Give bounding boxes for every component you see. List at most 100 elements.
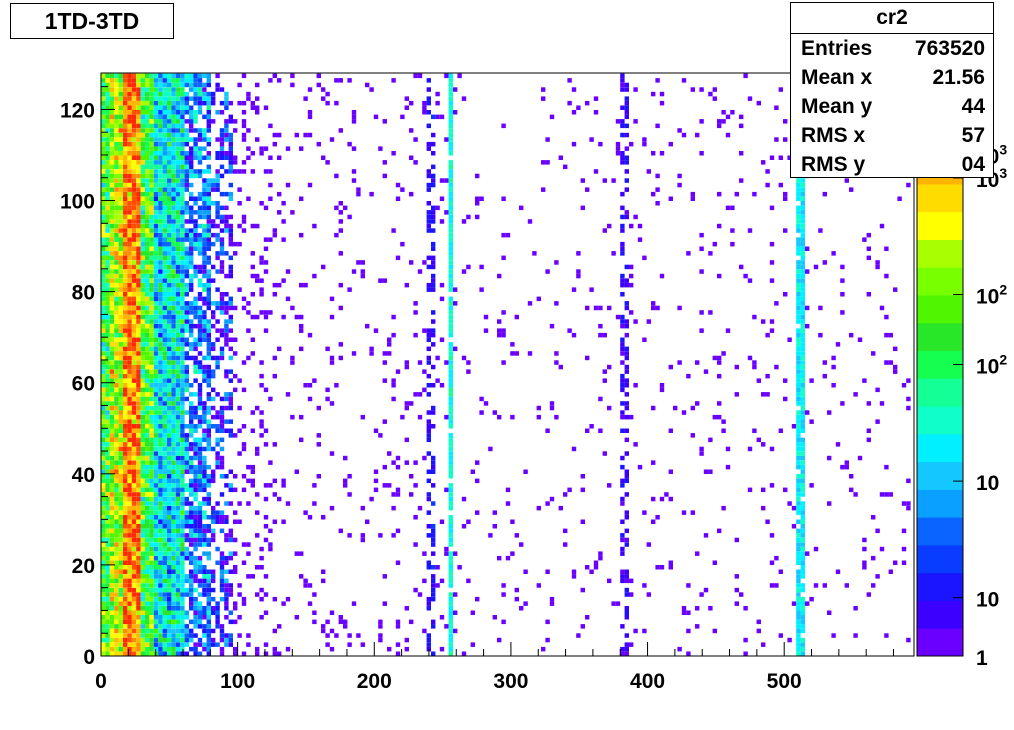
heatmap-cell xyxy=(140,651,145,656)
heatmap-cell xyxy=(197,132,203,138)
heatmap-cell xyxy=(681,132,687,138)
heatmap-cell xyxy=(800,314,805,320)
heatmap-cell xyxy=(202,478,207,484)
heatmap-cell xyxy=(153,264,159,270)
heatmap-cell xyxy=(118,155,123,160)
heatmap-cell xyxy=(475,596,480,602)
heatmap-cell xyxy=(875,528,880,534)
heatmap-cell xyxy=(510,551,515,556)
heatmap-cell xyxy=(246,155,251,160)
heatmap-cell xyxy=(175,301,181,306)
heatmap-cell xyxy=(189,533,194,538)
heatmap-cell xyxy=(211,569,216,574)
heatmap-cell xyxy=(171,405,176,411)
heatmap-cell xyxy=(448,128,453,133)
heatmap-cell xyxy=(127,337,132,342)
heatmap-cell xyxy=(171,182,176,188)
heatmap-cell xyxy=(228,223,233,229)
heatmap-cell xyxy=(307,515,313,520)
heatmap-cell xyxy=(206,478,211,484)
heatmap-cell xyxy=(175,251,181,256)
heatmap-cell xyxy=(149,601,154,606)
heatmap-cell xyxy=(123,537,128,543)
heatmap-cell xyxy=(224,474,229,479)
heatmap-cell xyxy=(237,615,242,620)
heatmap-cell xyxy=(717,123,722,129)
heatmap-cell xyxy=(338,210,343,215)
heatmap-cell xyxy=(109,378,115,383)
heatmap-cell xyxy=(215,201,220,206)
heatmap-cell xyxy=(211,628,216,634)
heatmap-cell xyxy=(237,519,242,524)
heatmap-cell xyxy=(175,496,181,502)
heatmap-cell xyxy=(571,574,577,579)
heatmap-cell xyxy=(211,264,216,270)
heatmap-cell xyxy=(145,105,150,110)
heatmap-cell xyxy=(171,73,176,79)
heatmap-cell xyxy=(805,601,810,606)
heatmap-cell xyxy=(193,610,198,615)
heatmap-cell xyxy=(171,478,176,484)
heatmap-cell xyxy=(233,619,238,625)
heatmap-cell xyxy=(101,100,106,106)
heatmap-cell xyxy=(171,455,176,461)
heatmap-cell xyxy=(206,323,211,329)
heatmap-cell xyxy=(158,205,163,211)
heatmap-cell xyxy=(523,469,528,474)
heatmap-cell xyxy=(131,483,137,488)
heatmap-cell xyxy=(202,533,207,538)
heatmap-cell xyxy=(536,405,541,411)
heatmap-cell xyxy=(202,355,207,361)
heatmap-cell xyxy=(158,346,163,352)
heatmap-cell xyxy=(175,405,181,411)
heatmap-cell xyxy=(796,314,801,320)
heatmap-cell xyxy=(118,628,123,634)
heatmap-cell xyxy=(136,332,141,338)
heatmap-cell xyxy=(162,483,167,488)
heatmap-cell xyxy=(109,251,115,256)
heatmap-cell xyxy=(149,387,154,393)
heatmap-cell xyxy=(175,610,181,615)
heatmap-cell xyxy=(624,87,629,92)
heatmap-cell xyxy=(189,123,194,129)
heatmap-cell xyxy=(105,187,110,192)
heatmap-cell xyxy=(158,396,163,402)
heatmap-cell xyxy=(114,433,119,438)
heatmap-cell xyxy=(202,487,207,493)
heatmap-cell xyxy=(796,460,801,465)
heatmap-cell xyxy=(145,401,150,406)
heatmap-cell xyxy=(624,646,629,652)
heatmap-cell xyxy=(246,146,251,151)
heatmap-cell xyxy=(224,155,229,160)
heatmap-cell xyxy=(127,537,132,543)
heatmap-cell xyxy=(162,114,167,120)
heatmap-cell xyxy=(109,96,115,101)
heatmap-cell xyxy=(893,369,898,374)
heatmap-cell xyxy=(202,373,207,379)
heatmap-cell xyxy=(193,169,198,174)
heatmap-cell xyxy=(197,155,203,160)
heatmap-cell xyxy=(215,460,220,465)
heatmap-cell xyxy=(620,87,625,92)
heatmap-cell xyxy=(233,305,238,311)
heatmap-cell xyxy=(585,565,590,570)
heatmap-cell xyxy=(668,560,673,565)
heatmap-cell xyxy=(624,378,629,383)
heatmap-cell xyxy=(800,464,805,470)
heatmap-cell xyxy=(109,555,115,561)
heatmap-cell xyxy=(109,478,115,484)
heatmap-cell xyxy=(233,646,238,652)
heatmap-cell xyxy=(444,360,449,365)
heatmap-cell xyxy=(101,515,106,520)
heatmap-cell xyxy=(281,478,286,484)
heatmap-cell xyxy=(219,587,225,593)
heatmap-cell xyxy=(747,228,753,233)
heatmap-cell xyxy=(145,332,150,338)
heatmap-cell xyxy=(162,282,167,288)
heatmap-cell xyxy=(136,601,141,606)
heatmap-cell xyxy=(501,332,506,338)
heatmap-cell xyxy=(351,178,357,183)
heatmap-cell xyxy=(149,492,154,497)
heatmap-cell xyxy=(431,264,436,270)
heatmap-cell xyxy=(136,273,141,279)
